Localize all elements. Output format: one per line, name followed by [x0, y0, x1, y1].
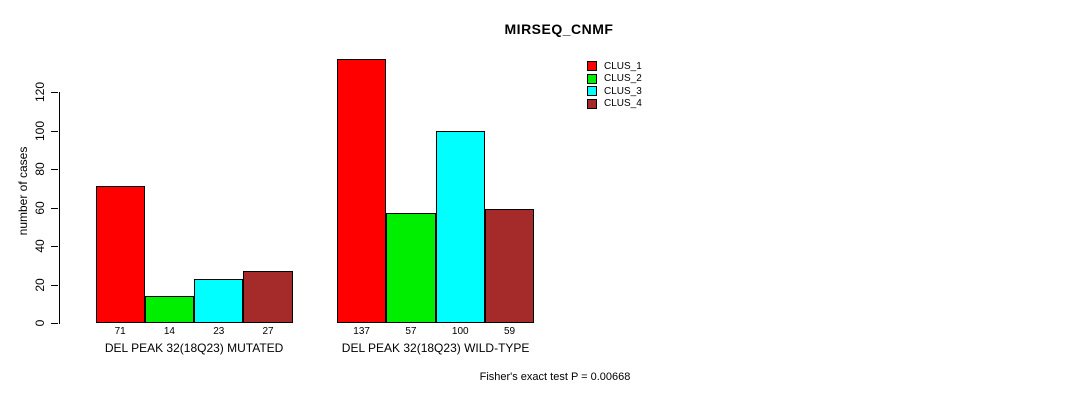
- legend-swatch-clus_1: [587, 61, 597, 72]
- bar-value-label: 100: [451, 326, 469, 337]
- legend-row: CLUS_1: [587, 60, 642, 73]
- legend-row: CLUS_3: [587, 85, 642, 98]
- bar-clus_1-group2: [337, 59, 387, 323]
- bar-clus_3-group2: [435, 130, 485, 323]
- bar-value-label: 23: [213, 326, 225, 337]
- y-axis-line: [59, 92, 60, 324]
- bar-value-label: 57: [405, 326, 417, 337]
- y-tick-label: 20: [33, 277, 47, 292]
- chart-title: MIRSEQ_CNMF: [504, 21, 614, 37]
- legend: CLUS_1 CLUS_2 CLUS_3 CLUS_4: [587, 60, 642, 110]
- legend-label: CLUS_1: [604, 60, 642, 72]
- bar-value-label: 71: [114, 326, 126, 337]
- bar-clus_4-group2: [484, 209, 535, 323]
- y-tick: [51, 246, 58, 247]
- bar-clus_3-group1: [194, 278, 244, 323]
- bar-clus_2-group1: [144, 296, 195, 323]
- y-tick: [51, 130, 58, 132]
- legend-label: CLUS_4: [604, 98, 642, 110]
- x-category-label: DEL PEAK 32(18Q23) WILD-TYPE: [341, 341, 530, 355]
- y-tick-label: 100: [33, 120, 47, 141]
- y-tick-label: 80: [33, 162, 47, 176]
- legend-swatch-clus_4: [587, 98, 597, 109]
- y-tick: [51, 323, 58, 324]
- bar-value-label: 59: [503, 326, 516, 337]
- y-tick: [51, 169, 58, 170]
- bar-value-label: 137: [353, 326, 370, 337]
- legend-label: CLUS_2: [604, 73, 642, 85]
- y-axis-label: number of cases: [16, 146, 30, 236]
- y-tick-label: 0: [33, 319, 47, 327]
- stat-annotation: Fisher's exact test P = 0.00668: [479, 371, 631, 383]
- bar-value-label: 14: [163, 326, 175, 337]
- bar-value-label: 27: [262, 326, 274, 337]
- legend-label: CLUS_3: [604, 85, 642, 97]
- x-category-label: DEL PEAK 32(18Q23) MUTATED: [104, 341, 284, 355]
- y-tick-label: 120: [33, 81, 47, 103]
- y-tick: [51, 92, 58, 93]
- bar-clus_2-group2: [386, 213, 436, 323]
- bar-clus_4-group1: [243, 271, 293, 323]
- legend-swatch-clus_3: [587, 86, 597, 97]
- bar-clus_1-group1: [95, 186, 145, 323]
- legend-swatch-clus_2: [587, 73, 597, 84]
- y-tick-label: 40: [33, 239, 47, 253]
- y-tick: [51, 284, 58, 286]
- legend-row: CLUS_4: [587, 98, 642, 111]
- y-tick-label: 60: [33, 200, 47, 215]
- legend-row: CLUS_2: [587, 73, 642, 86]
- y-tick: [51, 207, 58, 209]
